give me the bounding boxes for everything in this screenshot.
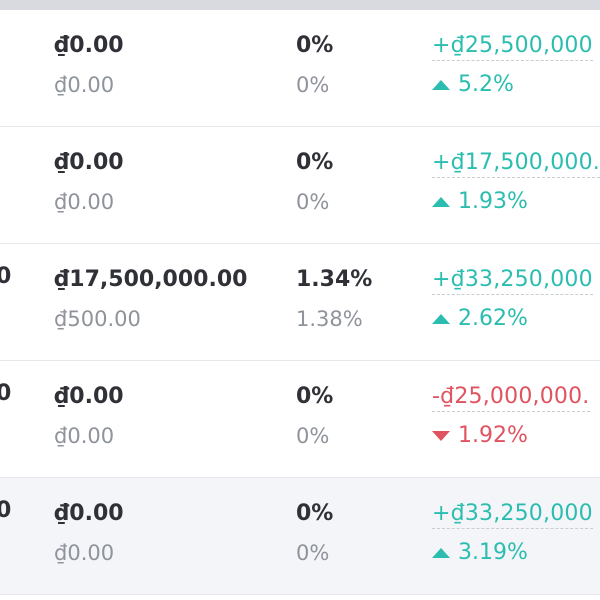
amount-sub-value: ₫0.00 [54, 424, 115, 448]
cut-off-value: 0 [0, 381, 12, 406]
table-row[interactable]: 0 ₫17,500,000.00 ₫500.00 1.34% 1.38% +₫3… [0, 244, 600, 361]
change-percent-value: 1.93% [458, 189, 528, 214]
change-amount[interactable]: +₫33,250,000 [432, 267, 593, 295]
change-percent: 1.92% [432, 423, 528, 448]
amount-value: ₫17,500,000.00 [54, 267, 248, 292]
amount-value: ₫0.00 [54, 33, 124, 58]
triangle-up-icon [432, 196, 450, 207]
percent-sub-value: 0% [296, 424, 330, 448]
amount-value: ₫0.00 [54, 384, 124, 409]
change-amount[interactable]: -₫25,000,000. [432, 384, 590, 412]
triangle-up-icon [432, 79, 450, 90]
cut-off-value: 0 [0, 498, 12, 523]
table-row-highlighted[interactable]: 0 ₫0.00 ₫0.00 0% 0% +₫33,250,000 3.19% [0, 478, 600, 595]
change-percent: 5.2% [432, 72, 514, 97]
table-row[interactable]: ₫0.00 ₫0.00 0% 0% +₫17,500,000. 1.93% [0, 127, 600, 244]
change-percent: 1.93% [432, 189, 528, 214]
cut-off-value: 0 [0, 264, 12, 289]
change-amount[interactable]: +₫33,250,000 [432, 501, 593, 529]
triangle-up-icon [432, 313, 450, 324]
header-bar [0, 0, 600, 10]
change-percent-value: 3.19% [458, 540, 528, 565]
percent-sub-value: 1.38% [296, 307, 363, 331]
triangle-up-icon [432, 547, 450, 558]
change-percent-value: 2.62% [458, 306, 528, 331]
triangle-down-icon [432, 430, 450, 441]
percent-value: 0% [296, 384, 334, 409]
change-percent: 3.19% [432, 540, 528, 565]
percent-sub-value: 0% [296, 541, 330, 565]
change-percent-value: 1.92% [458, 423, 528, 448]
table-row[interactable]: ₫0.00 ₫0.00 0% 0% +₫25,500,000 5.2% [0, 10, 600, 127]
percent-value: 0% [296, 33, 334, 58]
percent-sub-value: 0% [296, 73, 330, 97]
change-amount[interactable]: +₫17,500,000. [432, 150, 600, 178]
change-percent-value: 5.2% [458, 72, 514, 97]
amount-value: ₫0.00 [54, 501, 124, 526]
amount-sub-value: ₫0.00 [54, 190, 115, 214]
percent-value: 0% [296, 501, 334, 526]
amount-sub-value: ₫500.00 [54, 307, 141, 331]
percent-value: 1.34% [296, 267, 373, 292]
percent-sub-value: 0% [296, 190, 330, 214]
amount-sub-value: ₫0.00 [54, 541, 115, 565]
percent-value: 0% [296, 150, 334, 175]
amount-sub-value: ₫0.00 [54, 73, 115, 97]
change-percent: 2.62% [432, 306, 528, 331]
positions-table: ₫0.00 ₫0.00 0% 0% +₫25,500,000 5.2% ₫0.0… [0, 10, 600, 595]
amount-value: ₫0.00 [54, 150, 124, 175]
change-amount[interactable]: +₫25,500,000 [432, 33, 593, 61]
table-row[interactable]: 0 ₫0.00 ₫0.00 0% 0% -₫25,000,000. 1.92% [0, 361, 600, 478]
